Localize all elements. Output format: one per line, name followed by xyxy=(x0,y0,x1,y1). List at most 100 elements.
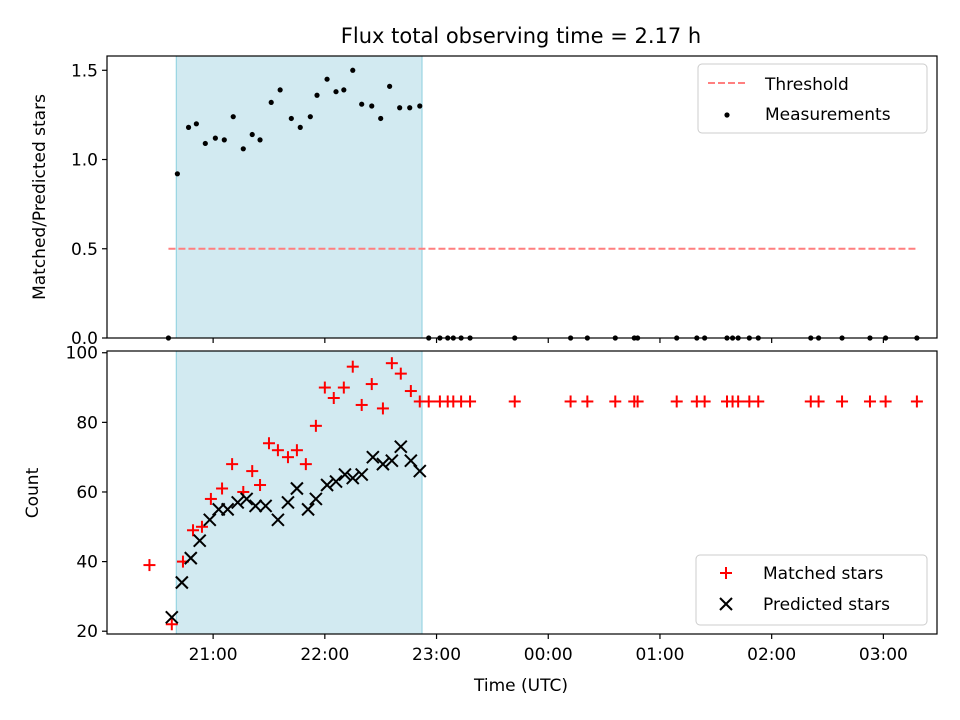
ratio-panel: 0.0 0.5 1.0 1.5 Matched/Predicted stars Thr… xyxy=(30,55,938,349)
measurement-point xyxy=(324,76,330,82)
predicted-stars-point xyxy=(290,481,304,496)
matched-stars-point xyxy=(581,395,594,408)
measurement-point xyxy=(185,124,192,130)
y-tick-label: 80 xyxy=(76,413,98,433)
predicted-stars-point xyxy=(193,534,207,548)
legend-threshold-label: Threshold xyxy=(764,75,849,95)
measurement-point xyxy=(350,67,356,73)
y-tick-label: 20 xyxy=(76,622,98,642)
matched-stars-point xyxy=(464,395,477,408)
matched-stars-point xyxy=(879,395,892,408)
matched-stars-point xyxy=(508,395,521,408)
matched-stars-point xyxy=(226,458,239,471)
matched-stars-point xyxy=(271,444,284,457)
predicted-stars-point xyxy=(354,467,369,482)
predicted-stars-point xyxy=(165,610,179,624)
x-tick-label: 22:00 xyxy=(300,645,349,665)
matched-stars-point xyxy=(863,395,876,408)
measurement-point xyxy=(297,124,303,130)
matched-stars-point xyxy=(246,465,259,478)
figure-title: Flux total observing time = 2.17 h xyxy=(341,24,701,48)
measurement-point xyxy=(277,87,283,93)
predicted-stars-point xyxy=(346,471,360,485)
predicted-stars-point xyxy=(230,495,245,510)
legend-predicted-label: Predicted stars xyxy=(763,595,890,615)
predicted-stars-point xyxy=(385,453,399,468)
predicted-stars-point xyxy=(203,513,217,527)
ratio-shaded-interval xyxy=(175,55,423,339)
predicted-stars-point xyxy=(248,499,263,513)
count-legend: Matched stars Predicted stars xyxy=(695,554,928,626)
matched-stars-point xyxy=(631,395,644,408)
measurement-point xyxy=(378,115,384,122)
y-tick-label: 40 xyxy=(76,553,98,573)
x-tick-label: 23:00 xyxy=(412,645,461,665)
legend-matched-swatch xyxy=(720,567,732,579)
matched-stars-point xyxy=(290,444,303,457)
ratio-legend: Threshold Measurements xyxy=(697,63,928,134)
measurement-point xyxy=(369,103,375,109)
y-tick-label: 1.5 xyxy=(71,61,98,81)
ratio-legend-box xyxy=(697,63,928,134)
ratio-ylabel: Matched/Predicted stars xyxy=(30,94,50,300)
matched-stars-point xyxy=(812,395,825,408)
matched-stars-point xyxy=(670,395,683,408)
matched-stars-point xyxy=(337,381,350,394)
predicted-stars-point xyxy=(220,502,235,517)
matched-stars-point xyxy=(346,360,359,373)
legend-measurements-label: Measurements xyxy=(765,105,891,125)
matched-stars-point xyxy=(299,458,312,471)
predicted-stars-point xyxy=(239,492,254,506)
measurement-point xyxy=(240,146,246,152)
matched-stars-point xyxy=(752,395,765,408)
y-tick-label: 100 xyxy=(66,344,98,364)
x-tick-label: 01:00 xyxy=(635,645,684,665)
measurement-point xyxy=(193,121,199,127)
matched-stars-point xyxy=(262,437,275,450)
x-axis-label: Time (UTC) xyxy=(473,676,568,696)
count-panel: 20 40 60 80 100 21:00 22:00 23:00 00:00 01:00 02:0… xyxy=(23,344,938,696)
y-tick-label: 60 xyxy=(76,483,98,503)
matched-stars-point xyxy=(216,482,229,495)
predicted-stars-point xyxy=(175,575,189,590)
predicted-stars-point xyxy=(338,467,352,482)
matched-stars-point xyxy=(376,402,389,415)
matched-stars-point xyxy=(165,618,178,631)
y-tick-label: 0.5 xyxy=(71,240,98,260)
matched-stars-point xyxy=(422,395,435,408)
matched-stars-point xyxy=(732,395,745,408)
predicted-stars-point xyxy=(376,457,390,471)
matched-stars-point xyxy=(204,492,217,505)
predicted-stars-point xyxy=(329,474,343,489)
measurement-point xyxy=(417,103,423,109)
matched-stars-point xyxy=(327,391,340,404)
predicted-stars-point xyxy=(258,499,273,513)
measurement-point xyxy=(359,101,365,107)
count-shaded-interval xyxy=(175,350,423,635)
predicted-stars-point xyxy=(394,440,408,454)
predicted-stars-point xyxy=(271,513,285,527)
predicted-stars-point xyxy=(413,464,427,478)
matched-stars-point xyxy=(143,559,156,572)
predicted-stars-point xyxy=(309,492,323,506)
x-tick-label: 21:00 xyxy=(189,645,238,665)
matched-stars-point xyxy=(609,395,622,408)
measurement-point xyxy=(333,89,339,95)
matched-stars-point xyxy=(385,357,398,370)
measurement-point xyxy=(257,137,263,143)
x-tick-label: 00:00 xyxy=(524,645,573,665)
matched-stars-point xyxy=(910,395,923,408)
matched-stars-point xyxy=(195,520,208,533)
predicted-stars-point xyxy=(320,478,334,492)
measurement-point xyxy=(341,87,347,93)
legend-predicted-swatch xyxy=(719,597,733,611)
matched-stars-point xyxy=(187,524,200,537)
measurement-point xyxy=(268,99,274,106)
matched-stars-point xyxy=(564,395,577,408)
measurement-point xyxy=(397,105,403,111)
predicted-stars-point xyxy=(301,502,315,517)
measurement-point xyxy=(212,135,218,141)
matched-stars-point xyxy=(394,367,407,380)
matched-stars-point xyxy=(254,479,267,492)
predicted-stars-point xyxy=(404,453,418,468)
